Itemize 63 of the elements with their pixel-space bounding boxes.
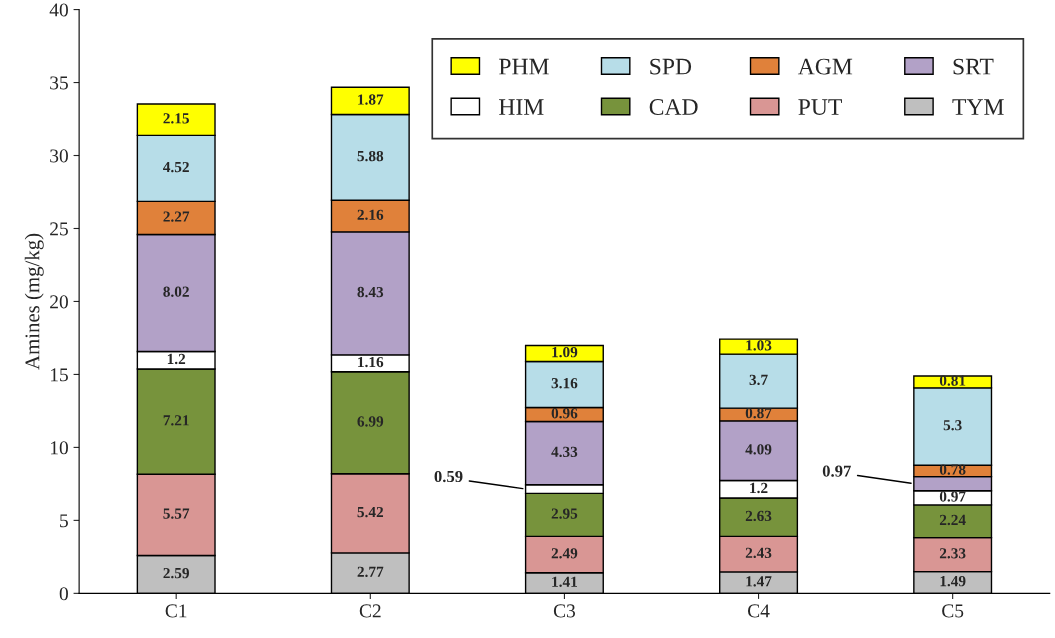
data-label: 0.87 bbox=[745, 408, 772, 419]
y-tick-label: 10 bbox=[50, 441, 68, 455]
data-label: 1.47 bbox=[746, 576, 772, 587]
x-tick-label: C3 bbox=[553, 604, 576, 618]
data-label: 2.49 bbox=[551, 548, 578, 559]
y-axis-title: Amines (mg/kg) bbox=[24, 233, 44, 370]
legend-label: PUT bbox=[798, 99, 842, 115]
data-label: 1.2 bbox=[167, 353, 186, 365]
data-label: 4.09 bbox=[745, 444, 772, 455]
data-label: 7.21 bbox=[163, 415, 189, 426]
legend-label: SPD bbox=[650, 58, 692, 75]
legend-label: HIM bbox=[499, 99, 544, 115]
x-tick-label: C4 bbox=[748, 604, 770, 618]
data-label: 3.7 bbox=[749, 374, 768, 386]
data-label: 2.59 bbox=[163, 568, 189, 579]
legend-label: PHM bbox=[499, 58, 549, 75]
data-label: 2.27 bbox=[163, 211, 190, 222]
data-label: 4.52 bbox=[163, 161, 189, 173]
y-tick-label: 15 bbox=[50, 368, 68, 382]
data-label: 4.33 bbox=[551, 446, 578, 458]
data-label: 2.77 bbox=[357, 566, 384, 578]
data-label: 0.59 bbox=[434, 470, 463, 483]
data-label: 8.43 bbox=[357, 286, 384, 298]
data-label: 0.97 bbox=[822, 465, 851, 477]
data-label: 5.57 bbox=[163, 508, 190, 519]
data-label: 5.88 bbox=[357, 150, 384, 162]
legend-label: SRT bbox=[953, 58, 994, 75]
data-label: 8.02 bbox=[163, 286, 189, 297]
data-label: 6.99 bbox=[357, 416, 384, 427]
legend-label: AGM bbox=[797, 58, 853, 75]
data-label: 0.81 bbox=[939, 375, 966, 386]
data-label: 1.03 bbox=[746, 340, 772, 351]
y-tick-label: 35 bbox=[50, 76, 68, 90]
data-label: 0.97 bbox=[939, 491, 966, 502]
legend-label: CAD bbox=[649, 99, 698, 115]
data-label: 1.09 bbox=[552, 347, 578, 358]
y-tick-label: 25 bbox=[50, 222, 68, 236]
data-label: 2.24 bbox=[939, 514, 966, 526]
data-label: 2.43 bbox=[745, 547, 772, 559]
y-tick-label: 40 bbox=[49, 3, 68, 17]
x-tick-label: C5 bbox=[942, 604, 964, 618]
data-label: 0.96 bbox=[551, 408, 578, 419]
data-label: 1.41 bbox=[552, 576, 577, 587]
data-label: 1.49 bbox=[940, 576, 966, 587]
y-tick-label: 0 bbox=[59, 587, 68, 601]
data-label: 1.16 bbox=[358, 356, 384, 368]
y-tick-label: 20 bbox=[50, 295, 68, 309]
data-label: 0.78 bbox=[939, 464, 966, 475]
x-tick-label: C1 bbox=[165, 604, 187, 618]
data-label: 3.16 bbox=[551, 378, 578, 389]
data-label: 2.33 bbox=[939, 548, 966, 559]
data-label: 5.3 bbox=[943, 420, 962, 431]
data-label: 5.42 bbox=[357, 506, 384, 518]
y-tick-label: 5 bbox=[60, 514, 68, 528]
data-label: 2.63 bbox=[745, 510, 772, 522]
data-label: 2.16 bbox=[357, 209, 384, 220]
data-label: 2.15 bbox=[163, 113, 189, 124]
legend-label: TYM bbox=[952, 99, 1004, 115]
data-label: 2.95 bbox=[551, 508, 578, 519]
data-label: 1.87 bbox=[358, 94, 384, 105]
x-tick-label: C2 bbox=[359, 604, 381, 618]
data-label: 1.2 bbox=[750, 482, 768, 494]
y-tick-label: 30 bbox=[50, 149, 68, 163]
